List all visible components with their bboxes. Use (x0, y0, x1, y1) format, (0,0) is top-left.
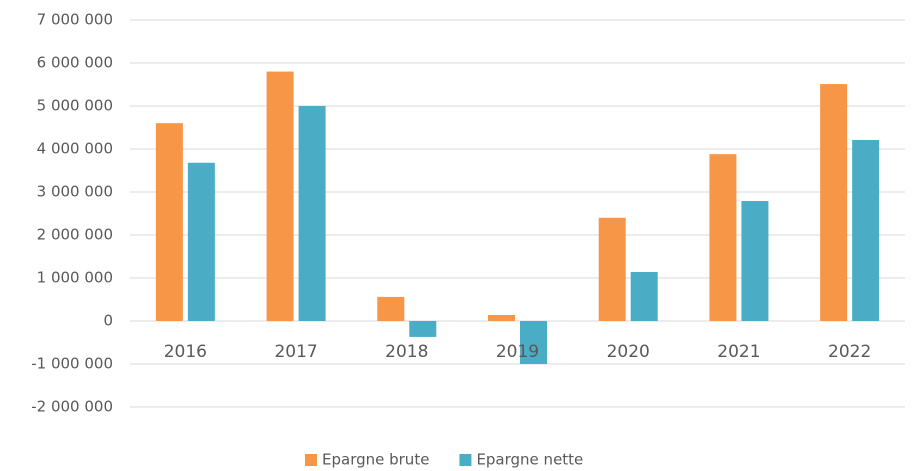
bar (520, 321, 547, 364)
x-tick-label: 2016 (164, 342, 207, 362)
bar (298, 106, 326, 321)
bar (409, 321, 437, 337)
x-tick-label: 2019 (496, 342, 539, 362)
bar (266, 71, 294, 321)
bar (741, 201, 769, 321)
x-tick-label: 2017 (274, 342, 317, 362)
y-tick-label: 1 000 000 (37, 269, 113, 287)
bar (187, 162, 215, 321)
legend-swatch (305, 454, 317, 466)
y-tick-label: 4 000 000 (37, 140, 113, 158)
y-tick-label: 6 000 000 (37, 54, 113, 72)
y-tick-label: -1 000 000 (31, 355, 113, 373)
y-tick-label: 5 000 000 (37, 97, 113, 115)
x-tick-label: 2022 (828, 342, 871, 362)
bar (377, 296, 405, 321)
y-tick-label: 3 000 000 (37, 183, 113, 201)
x-tick-label: 2018 (385, 342, 428, 362)
y-tick-label: 0 (103, 312, 113, 330)
bar (820, 84, 848, 321)
bar (155, 123, 183, 321)
x-tick-label: 2020 (607, 342, 650, 362)
legend-swatch (459, 454, 472, 466)
bar (488, 314, 515, 321)
bar (598, 217, 626, 321)
legend-label: Epargne nette (476, 451, 583, 469)
y-tick-label: 7 000 000 (37, 11, 113, 29)
bar (630, 271, 658, 321)
y-tick-label: 2 000 000 (37, 226, 113, 244)
x-tick-label: 2021 (717, 342, 760, 362)
y-tick-label: -2 000 000 (31, 398, 113, 416)
bar (709, 154, 737, 321)
bar (852, 139, 880, 321)
legend-label: Epargne brute (322, 451, 429, 469)
